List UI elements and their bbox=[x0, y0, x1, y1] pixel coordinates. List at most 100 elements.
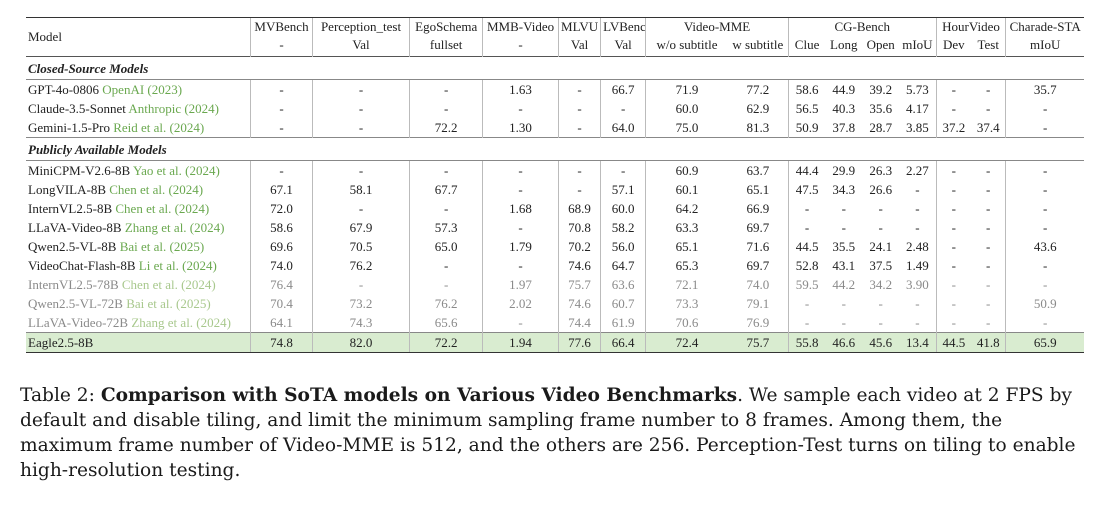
value-cell: - bbox=[311, 99, 410, 118]
value-cell: - bbox=[787, 313, 826, 333]
header-sub: Val bbox=[311, 36, 410, 57]
model-name: Claude-3.5-Sonnet bbox=[28, 101, 126, 116]
value-cell: 64.1 bbox=[250, 313, 313, 333]
value-cell: 44.4 bbox=[787, 160, 826, 180]
value-cell: 65.6 bbox=[409, 313, 483, 333]
section-row: Closed-Source Models bbox=[26, 56, 1084, 80]
value-cell: 55.8 bbox=[787, 332, 826, 353]
value-cell: - bbox=[482, 99, 559, 118]
value-cell: - bbox=[986, 315, 991, 330]
table-row: MiniCPM-V2.6-8B Yao et al. (2024) - - - - - -6… bbox=[26, 160, 1084, 180]
citation: OpenAI (2023) bbox=[102, 82, 183, 97]
table-row: LLaVA-Video-72B Zhang et al. (2024) 64.1 7… bbox=[26, 313, 1084, 333]
value-cell: 74.6 bbox=[558, 256, 601, 275]
table-caption: Table 2: Comparison with SoTA models on … bbox=[20, 383, 1090, 483]
header-group: Charade-STA bbox=[1005, 17, 1084, 36]
header-model: Model bbox=[26, 17, 251, 57]
value-cell: - bbox=[915, 220, 920, 235]
value-cell: - bbox=[971, 79, 1006, 99]
citation: Bai et al. (2025) bbox=[119, 239, 205, 254]
value-cell: 70.5 bbox=[311, 237, 410, 256]
value-cell: - bbox=[787, 199, 826, 218]
section-row: Publicly Available Models bbox=[26, 137, 1084, 161]
header-group: Video-MME bbox=[645, 17, 789, 36]
value-cell: 69.7 bbox=[746, 220, 770, 235]
value-cell: 71.6 bbox=[746, 239, 770, 254]
value-cell: 65.9 bbox=[1005, 332, 1084, 353]
citation: Yao et al. (2024) bbox=[133, 163, 220, 178]
value-cell: 3.85 bbox=[906, 120, 929, 135]
value-cell: 56.0 bbox=[600, 237, 646, 256]
header-sub: - bbox=[250, 36, 313, 57]
value-cell: - bbox=[1005, 180, 1084, 199]
value-cell: - bbox=[986, 258, 991, 273]
value-cell: 67.7 bbox=[409, 180, 483, 199]
model-cell: LLaVA-Video-72B Zhang et al. (2024) bbox=[26, 313, 251, 333]
value-cell: - bbox=[482, 256, 559, 275]
value-cell: 76.9 bbox=[746, 315, 770, 330]
citation: Reid et al. (2024) bbox=[113, 120, 205, 135]
value-cell: 76.2 bbox=[311, 256, 410, 275]
value-cell: - bbox=[558, 180, 601, 199]
model-name: InternVL2.5-8B bbox=[28, 201, 113, 216]
value-cell: 35.6 bbox=[869, 101, 893, 116]
table-row: LLaVA-Video-8B Zhang et al. (2024) 58.6 67… bbox=[26, 218, 1084, 237]
header-group: CG-Bench bbox=[787, 17, 937, 36]
value-cell: - bbox=[935, 160, 972, 180]
value-cell: 73.2 bbox=[311, 294, 410, 313]
header-sub: mIoU bbox=[902, 37, 933, 52]
section-title: Publicly Available Models bbox=[26, 137, 1084, 161]
header-sub: Dev bbox=[935, 36, 972, 57]
value-cell: 57.3 bbox=[409, 218, 483, 237]
table-header: Model MVBench Perception_test EgoSchema MMB-… bbox=[26, 17, 1084, 57]
value-cell: - bbox=[841, 220, 846, 235]
model-cell: MiniCPM-V2.6-8B Yao et al. (2024) bbox=[26, 160, 251, 180]
value-cell: - bbox=[409, 160, 483, 180]
value-cell: - bbox=[1005, 118, 1084, 138]
value-cell: 1.79 bbox=[482, 237, 559, 256]
model-cell: GPT-4o-0806 OpenAI (2023) bbox=[26, 79, 251, 99]
value-cell: 72.2 bbox=[409, 118, 483, 138]
caption-title: Comparison with SoTA models on Various V… bbox=[100, 385, 738, 406]
value-cell: 40.3 bbox=[832, 101, 856, 116]
value-cell: - bbox=[558, 118, 601, 138]
value-cell: 69.7 bbox=[746, 258, 770, 273]
value-cell: 37.4 bbox=[976, 120, 1000, 135]
table-row: Claude-3.5-Sonnet Anthropic (2024) - - - - - -… bbox=[26, 99, 1084, 118]
value-cell: 72.4 bbox=[645, 332, 728, 353]
value-cell: 75.7 bbox=[558, 275, 601, 294]
value-cell: 65.0 bbox=[409, 237, 483, 256]
value-cell: - bbox=[935, 99, 972, 118]
model-cell: VideoChat-Flash-8B Li et al. (2024) bbox=[26, 256, 251, 275]
value-cell: 44.5 bbox=[787, 237, 826, 256]
value-cell: 82.0 bbox=[311, 332, 410, 353]
value-cell: - bbox=[311, 160, 410, 180]
value-cell: 24.1 bbox=[869, 239, 893, 254]
value-cell: 63.7 bbox=[727, 160, 789, 180]
value-cell: 76.4 bbox=[250, 275, 313, 294]
value-cell: - bbox=[250, 118, 313, 138]
value-cell: 1.49 bbox=[906, 258, 929, 273]
value-cell: 26.6 bbox=[869, 182, 893, 197]
value-cell: 61.9 bbox=[600, 313, 646, 333]
value-cell: - bbox=[935, 256, 972, 275]
value-cell: - bbox=[841, 201, 846, 216]
value-cell: 59.5 bbox=[787, 275, 826, 294]
value-cell: 1.68 bbox=[482, 199, 559, 218]
value-cell: - bbox=[600, 160, 646, 180]
value-cell: - bbox=[1005, 275, 1084, 294]
value-cell: 81.3 bbox=[746, 120, 770, 135]
value-cell: - bbox=[915, 182, 920, 197]
model-name: Qwen2.5-VL-72B bbox=[28, 296, 123, 311]
header-sub: mIoU bbox=[1005, 36, 1084, 57]
value-cell: 37.8 bbox=[832, 120, 856, 135]
value-cell: - bbox=[986, 182, 991, 197]
value-cell: 13.4 bbox=[899, 332, 937, 353]
value-cell: 60.0 bbox=[645, 99, 728, 118]
table-row: LongVILA-8B Chen et al. (2024) 67.1 58.1 67… bbox=[26, 180, 1084, 199]
value-cell: - bbox=[409, 199, 483, 218]
value-cell: 64.7 bbox=[600, 256, 646, 275]
value-cell: 58.6 bbox=[787, 79, 826, 99]
value-cell: 60.9 bbox=[645, 160, 728, 180]
value-cell: 65.1 bbox=[746, 182, 770, 197]
